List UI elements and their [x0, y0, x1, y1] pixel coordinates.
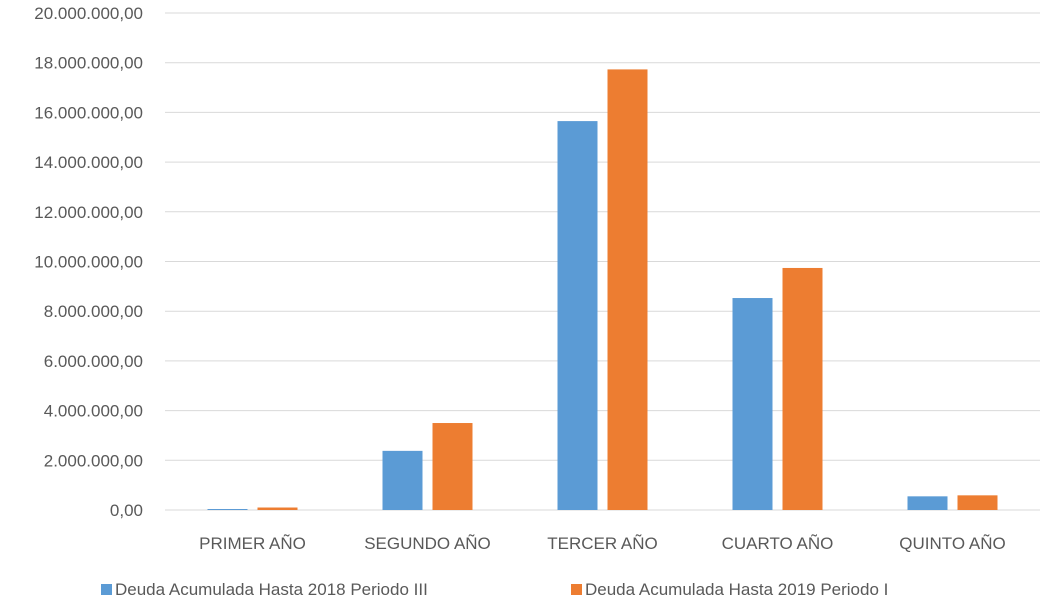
y-tick-label: 0,00: [110, 501, 143, 520]
y-tick-label: 16.000.000,00: [34, 103, 143, 122]
bar: [782, 267, 823, 510]
bar: [607, 69, 648, 511]
legend: Deuda Acumulada Hasta 2018 Periodo III De…: [101, 580, 888, 599]
y-tick-label: 12.000.000,00: [34, 203, 143, 222]
legend-swatch: [101, 584, 112, 595]
bar: [432, 423, 473, 510]
y-tick-label: 2.000.000,00: [44, 451, 143, 470]
gridlines: [165, 12, 1040, 511]
x-axis: PRIMER AÑO SEGUNDO AÑO TERCER AÑO CUARTO AÑ…: [199, 534, 1006, 553]
y-tick-label: 18.000.000,00: [34, 54, 143, 73]
bar: [207, 509, 248, 510]
bars: [207, 69, 998, 511]
legend-swatch: [571, 584, 582, 595]
x-tick-label: PRIMER AÑO: [199, 534, 306, 553]
y-tick-label: 10.000.000,00: [34, 253, 143, 272]
bar: [257, 507, 298, 510]
y-tick-label: 14.000.000,00: [34, 153, 143, 172]
bar: [557, 121, 598, 510]
bar: [732, 298, 773, 510]
y-tick-label: 20.000.000,00: [34, 4, 143, 23]
y-tick-label: 4.000.000,00: [44, 402, 143, 421]
y-tick-label: 8.000.000,00: [44, 302, 143, 321]
bar: [957, 495, 998, 510]
y-tick-label: 6.000.000,00: [44, 352, 143, 371]
bar: [907, 496, 948, 510]
legend-label: Deuda Acumulada Hasta 2019 Periodo I: [585, 580, 888, 599]
bar: [382, 450, 423, 510]
x-tick-label: CUARTO AÑO: [722, 534, 834, 553]
legend-label: Deuda Acumulada Hasta 2018 Periodo III: [115, 580, 428, 599]
x-tick-label: QUINTO AÑO: [899, 534, 1005, 553]
x-tick-label: TERCER AÑO: [547, 534, 658, 553]
x-tick-label: SEGUNDO AÑO: [364, 534, 491, 553]
y-axis: 0,00 2.000.000,00 4.000.000,00 6.000.000,00…: [34, 4, 143, 520]
